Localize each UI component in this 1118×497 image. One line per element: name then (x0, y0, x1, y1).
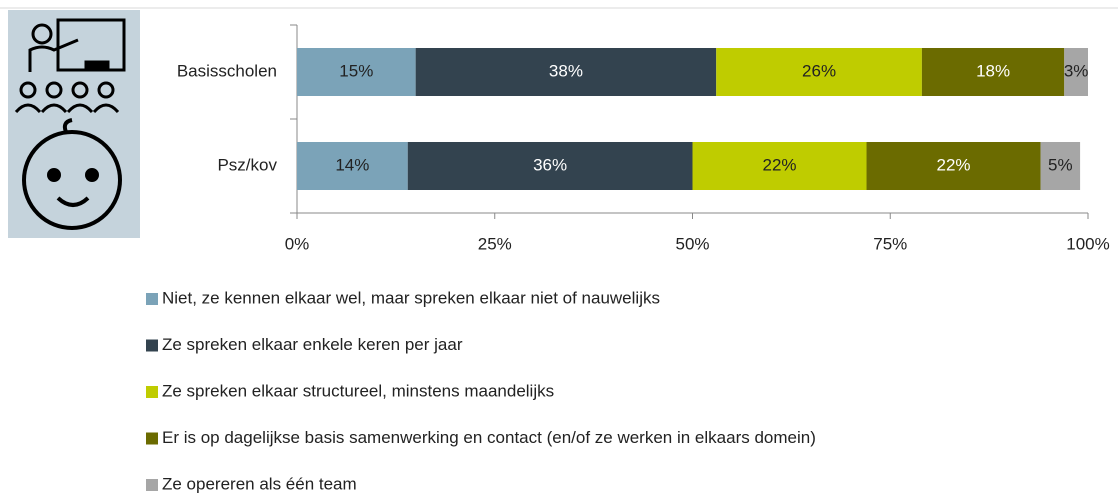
data-label: 22% (762, 155, 796, 174)
legend-label: Ze opereren als één team (162, 474, 357, 493)
legend-swatch (146, 293, 158, 305)
data-label: 38% (549, 61, 583, 80)
data-label: 18% (976, 61, 1010, 80)
data-label: 26% (802, 61, 836, 80)
legend-swatch (146, 479, 158, 491)
legend-label: Ze spreken elkaar enkele keren per jaar (162, 335, 463, 354)
teacher-icon (14, 18, 126, 114)
data-label: 3% (1064, 61, 1089, 80)
bar-segment (297, 142, 408, 190)
x-tick-label: 0% (285, 234, 310, 253)
bar-segment (297, 48, 416, 96)
bar-segment (692, 142, 867, 190)
legend-label: Ze spreken elkaar structureel, minstens … (162, 381, 554, 400)
bar-segment (866, 142, 1041, 190)
bar-segment (1040, 142, 1081, 190)
category-label: Psz/kov (217, 155, 277, 174)
legend-swatch (146, 432, 158, 445)
bar-segment (716, 48, 922, 96)
legend-swatch (146, 339, 158, 352)
category-label: Basisscholen (177, 61, 277, 80)
bar-segment (415, 48, 717, 96)
data-label: 15% (339, 61, 373, 80)
x-tick-label: 25% (478, 234, 512, 253)
legend-swatch (146, 386, 158, 398)
bar-segment (407, 142, 693, 190)
legend-label: Niet, ze kennen elkaar wel, maar spreken… (162, 288, 660, 307)
legend-label: Er is op dagelijkse basis samenwerking e… (162, 428, 816, 447)
bar-segment (1064, 48, 1088, 96)
data-label: 14% (335, 155, 369, 174)
data-label: 36% (533, 155, 567, 174)
data-label: 5% (1048, 155, 1073, 174)
bar-segment (921, 48, 1065, 96)
baby-icon (22, 118, 122, 230)
x-tick-label: 100% (1066, 234, 1109, 253)
data-label: 22% (937, 155, 971, 174)
x-tick-label: 50% (675, 234, 709, 253)
icons (8, 10, 140, 238)
x-tick-label: 75% (873, 234, 907, 253)
